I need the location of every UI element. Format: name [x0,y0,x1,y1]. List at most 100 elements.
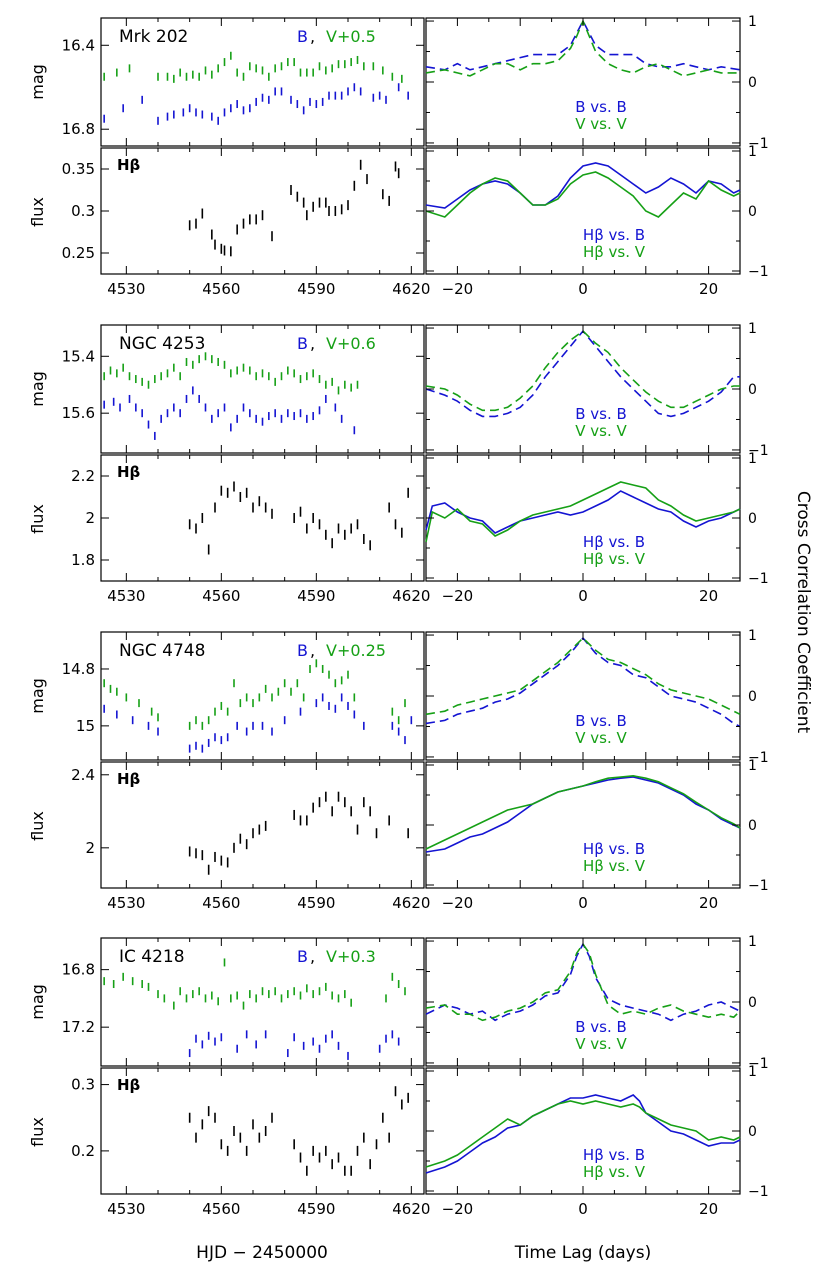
panel-mrk-202-object-name: Mrk 202 [119,27,188,47]
panel-ngc-4748-flux-xtick-label-4560: 4560 [202,894,240,912]
panel-mrk-202-hbeta-label: Hβ [117,156,141,174]
panel-ngc-4748-ccf-hb-xtick-label-20: 20 [699,894,718,912]
panel-ngc-4253-ccf-cont-ytick-label-0: 0 [748,382,757,398]
panel-ngc-4748-legend-hb-vs-b: Hβ vs. B [583,840,645,858]
panel-ic-4218-ccf-hb-line-h-vs-v [425,1100,741,1168]
panel-ngc-4748-object-name: NGC 4748 [119,641,205,661]
panel-ngc-4253-flux-ylabel: flux [28,504,47,534]
panel-ngc-4253-ccf-cont-line-b-vs-b [425,329,740,418]
panel-ngc-4253-legend-comma: , [310,334,315,353]
panel-ngc-4253-flux-ytick-label-2: 2 [85,509,95,527]
panel-mrk-202-mag-ylabel: mag [28,64,47,100]
panel-mrk-202-legend-hb-vs-b: Hβ vs. B [583,226,645,244]
panel-ngc-4253-ccf-hb-xtick-label-20: −20 [442,587,474,605]
panel-ic-4218-mag-ylabel: mag [28,984,47,1020]
panel-ic-4218-legend-b-vs-b: B vs. B [575,1018,627,1036]
panel-ngc-4748-legend-v-offset: V+0.25 [326,641,386,660]
panel-ngc-4253-ccf-hb-ytick-label-0: 0 [748,511,757,527]
panel-ic-4218-legend-hb-vs-v: Hβ vs. V [583,1163,646,1181]
panel-ngc-4253-flux-frame [100,454,425,582]
panel-ic-4218-ccf-hb-ytick-label-1: 1 [748,1064,757,1080]
panel-ngc-4748-ccf-hb-xtick-label-20: −20 [442,894,474,912]
panel-ngc-4253-ccf-hb-line-h-vs-v [425,481,741,543]
panel-ngc-4253-ccf-cont-line-v-vs-v [425,330,740,412]
panel-ic-4218-flux-xtick-label-4590: 4590 [297,1200,335,1218]
panel-ngc-4253-hbeta-label: Hβ [117,463,141,481]
panel-mrk-202-ccf-hb-xtick-label-20: 20 [699,280,718,298]
panel-ngc-4253-flux-xtick-label-4560: 4560 [202,587,240,605]
panel-ic-4218-ccf-cont-ytick-label-0: 0 [748,995,757,1011]
panel-ic-4218-ccf-hb-ytick-label-0: 0 [748,1124,757,1140]
panel-ngc-4748-flux-ytick-label-2: 2 [85,839,95,857]
panel-ic-4218-legend-hb-vs-b: Hβ vs. B [583,1146,645,1164]
panel-ic-4218-ccf-cont-line-v-vs-v [425,942,741,1022]
panel-mrk-202-ccf-cont-line-b-vs-b [425,19,741,71]
panel-ic-4218-ccf-hb-xtick-label-20: 20 [699,1200,718,1218]
panel-ic-4218-flux-xtick-label-4560: 4560 [202,1200,240,1218]
panel-ngc-4253-legend-b-vs-b: B vs. B [575,405,627,423]
panel-ic-4218-flux-xtick-label-4530: 4530 [107,1200,145,1218]
panel-mrk-202-mag-frame [100,17,425,147]
panel-mrk-202-ccf-cont-line-v-vs-v [425,18,740,77]
panel-ngc-4253-mag-ytick-label-15-6: 15.6 [62,404,95,422]
panel-ic-4218-ccf-hb-ytick-label-1: −1 [748,1184,769,1200]
panel-ngc-4748-legend-b: B [297,641,308,660]
panel-ngc-4253-ccf-hb-xtick-label-0: 0 [578,587,588,605]
panel-ic-4218-ccf-hb-xtick-label-0: 0 [578,1200,588,1218]
panel-ngc-4748-flux-xtick-label-4590: 4590 [297,894,335,912]
panel-ngc-4748-hbeta-label: Hβ [117,770,141,788]
panel-ic-4218-flux-ylabel: flux [28,1117,47,1147]
panel-mrk-202-ccf-hb-ytick-label-0: 0 [748,204,757,220]
panel-ngc-4253-legend-hb-vs-v: Hβ vs. V [583,550,646,568]
panel-ngc-4748-legend-hb-vs-v: Hβ vs. V [583,857,646,875]
panel-ngc-4253-ccf-hb-xtick-label-20: 20 [699,587,718,605]
panel-mrk-202-flux-ytick-label-0-3: 0.3 [71,202,95,220]
panel-mrk-202-ccf-hb-line-h-vs-b [425,162,741,209]
panel-ngc-4748-mag-ytick-label-15: 15 [76,717,95,735]
panel-ngc-4748-legend-comma: , [310,641,315,660]
panel-ic-4218-ccf-cont-ytick-label-1: −1 [748,1056,769,1072]
panel-ngc-4253-ccf-hb-line-h-vs-b [425,490,741,534]
panel-mrk-202-flux-xtick-label-4620: 4620 [392,280,430,298]
panel-ngc-4253-legend-b: B [297,334,308,353]
panel-mrk-202-ccf-cont-ytick-label-0: 0 [748,75,757,91]
panel-ngc-4748-flux-ytick-label-2-4: 2.4 [71,766,95,784]
panel-ic-4218-legend-v-vs-v: V vs. V [575,1035,627,1053]
panel-ic-4218-mag-ytick-label-16-8: 16.8 [62,961,95,979]
panel-ngc-4748-mag-frame [100,631,425,761]
panel-ngc-4253-flux-ytick-label-1-8: 1.8 [71,551,95,569]
panel-ngc-4748-flux-frame [100,761,425,889]
panel-mrk-202-flux-ylabel: flux [28,197,47,227]
panel-ngc-4748-mag-ytick-label-14-8: 14.8 [62,660,95,678]
panel-ic-4218-ccf-hb-xtick-label-20: −20 [442,1200,474,1218]
panel-ngc-4748-ccf-cont-line-v-vs-v [425,636,741,716]
panel-ic-4218-mag-frame [100,937,425,1067]
panel-mrk-202-ccf-cont-ytick-label-1: 1 [748,14,757,30]
x-axis-label-hjd: HJD − 2450000 [196,1243,328,1263]
panel-ic-4218-object-name: IC 4218 [119,947,185,967]
panel-ngc-4748-ccf-cont-ytick-label-1: 1 [748,628,757,644]
panel-ic-4218-ccf-cont-line-b-vs-b [425,942,741,1022]
panel-mrk-202-ccf-hb-xtick-label-20: −20 [442,280,474,298]
panel-mrk-202-legend-hb-vs-v: Hβ vs. V [583,243,646,261]
panel-mrk-202-legend-v-vs-v: V vs. V [575,115,627,133]
panel-ic-4218-hbeta-label: Hβ [117,1076,141,1094]
panel-mrk-202-legend-b: B [297,27,308,46]
panel-mrk-202-legend-v-offset: V+0.5 [326,27,376,46]
panel-ngc-4253-ccf-cont-ytick-label-1: −1 [748,443,769,459]
panel-ngc-4748-mag-ylabel: mag [28,678,47,714]
panel-ngc-4748-ccf-hb-ytick-label-0: 0 [748,818,757,834]
y-axis-label-ccf: Cross Correlation Coefficient [793,491,813,734]
panel-ic-4218-ccf-cont-ytick-label-1: 1 [748,934,757,950]
panel-ngc-4748-ccf-hb-ytick-label-1: −1 [748,878,769,894]
panel-ngc-4748-ccf-hb-ytick-label-1: 1 [748,758,757,774]
panel-mrk-202-ccf-hb-line-h-vs-v [425,171,741,218]
panel-mrk-202-ccf-hb-ytick-label-1: −1 [748,264,769,280]
panel-mrk-202-mag-ytick-label-16-4: 16.4 [62,36,95,54]
panel-ngc-4253-mag-ytick-label-15-4: 15.4 [62,347,95,365]
panel-ic-4218-flux-frame [100,1067,425,1195]
panel-mrk-202-ccf-hb-xtick-label-0: 0 [578,280,588,298]
panel-ngc-4253-flux-xtick-label-4530: 4530 [107,587,145,605]
panel-ngc-4748-legend-v-vs-v: V vs. V [575,729,627,747]
